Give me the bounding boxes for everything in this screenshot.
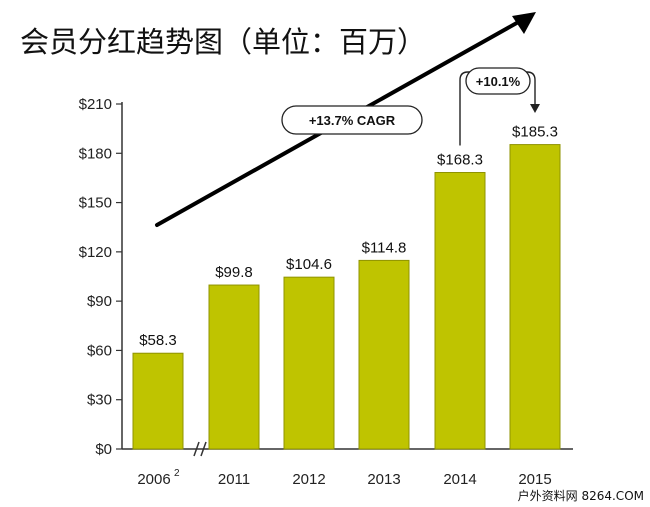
value-label: $114.8	[362, 239, 407, 256]
growth-label: +10.1%	[476, 74, 521, 89]
value-label: $99.8	[215, 264, 253, 281]
y-tick-label: $120	[79, 244, 112, 261]
bar	[434, 172, 486, 450]
cagr-pill	[281, 105, 423, 135]
bar	[358, 259, 410, 450]
y-tick-label: $60	[87, 342, 112, 359]
x-axis-categories: 2006 2 2011 2012 2013 2014 2015	[137, 468, 551, 488]
y-tick-label: $210	[79, 96, 112, 113]
bar	[132, 352, 184, 450]
cagr-label: +13.7% CAGR	[309, 113, 396, 128]
value-label: $168.3	[437, 152, 483, 169]
category-label: 2011	[218, 471, 250, 488]
value-label: $185.3	[512, 124, 558, 141]
category-label: 2012	[292, 471, 325, 488]
value-label: $58.3	[139, 332, 177, 349]
y-tick-label: $150	[79, 195, 112, 212]
category-superscript: 2	[174, 468, 180, 479]
category-label: 2013	[367, 471, 400, 488]
value-label: $104.6	[286, 256, 332, 273]
category-label: 2006	[137, 471, 170, 488]
value-labels: $58.3 $99.8 $104.6 $114.8 $168.3 $185.3	[139, 124, 558, 350]
category-label: 2014	[443, 471, 476, 488]
category-label: 2015	[518, 471, 551, 488]
bars	[132, 144, 561, 450]
bar	[283, 276, 335, 450]
y-tick-label: $30	[87, 392, 112, 409]
y-tick-label: $0	[95, 441, 112, 458]
axis-break-mark	[200, 441, 207, 457]
growth-pill	[465, 67, 531, 95]
watermark-text: 户外资料网 8264.COM	[518, 488, 644, 503]
bar	[509, 144, 561, 450]
y-axis-ticks: $0 $30 $60 $90 $120 $150 $180 $210	[79, 96, 122, 458]
growth-bracket-arrowhead	[530, 104, 540, 113]
chart-title: 会员分红趋势图（单位：百万）	[20, 25, 426, 59]
axis-break-mark	[193, 441, 200, 457]
y-tick-label: $180	[79, 145, 112, 162]
y-tick-label: $90	[87, 293, 112, 310]
annotations: +13.7% CAGR +10.1%	[155, 12, 540, 227]
axes	[121, 102, 573, 457]
bar	[208, 284, 260, 450]
trend-arrow-head	[512, 12, 536, 34]
